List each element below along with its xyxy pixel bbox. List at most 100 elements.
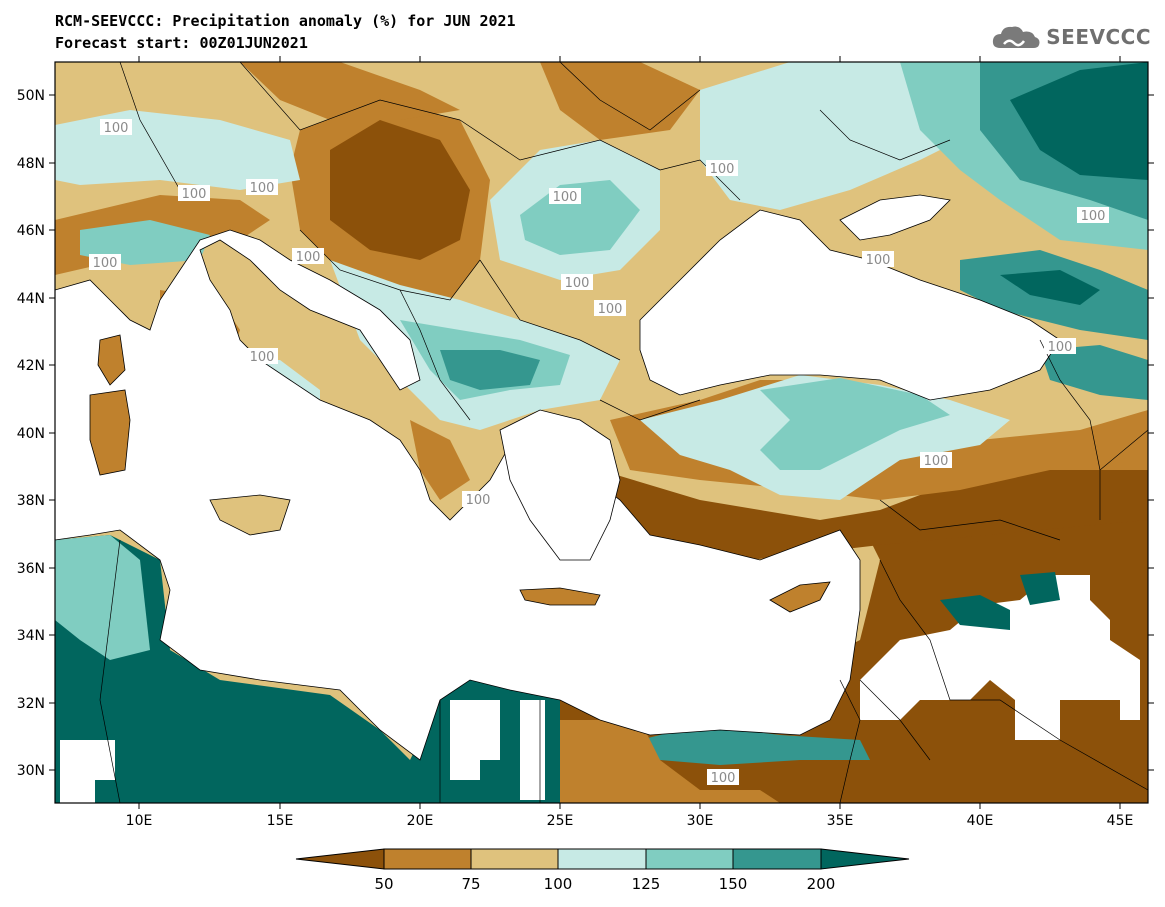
svg-text:100: 100 — [250, 181, 275, 196]
svg-text:34N: 34N — [17, 628, 45, 644]
svg-text:42N: 42N — [17, 358, 45, 374]
island-cyprus — [769, 581, 831, 613]
sea-aegean — [499, 409, 621, 561]
contour-label: 100 — [594, 300, 626, 317]
island-corsica — [97, 334, 126, 386]
anomaly-region-ukraine-wet — [700, 62, 980, 210]
svg-text:100: 100 — [250, 350, 275, 365]
svg-text:40E: 40E — [967, 813, 994, 829]
svg-text:100: 100 — [711, 771, 736, 786]
x-tick: 20E — [407, 56, 434, 829]
y-tick: 50N — [17, 88, 1154, 104]
seevccc-logo: SEEVCCC — [990, 22, 1151, 52]
svg-text:36N: 36N — [17, 561, 45, 577]
svg-text:30E: 30E — [687, 813, 714, 829]
colorbar: 50 75 100 125 150 200 — [295, 848, 910, 893]
contour-label: 100 — [920, 452, 952, 469]
map-area: 100 100 100 100 100 100 100 100 100 100 … — [55, 62, 1148, 803]
svg-text:100: 100 — [1081, 209, 1106, 224]
svg-text:35E: 35E — [827, 813, 854, 829]
colorbar-segment — [732, 848, 822, 870]
contour-label: 100 — [1044, 338, 1076, 355]
svg-text:100: 100 — [296, 250, 321, 265]
anomaly-region-tunisia-wet — [55, 535, 150, 660]
contour-label: 100 — [89, 254, 121, 271]
x-tick: 10E — [126, 56, 153, 829]
colorbar-label: 200 — [807, 875, 836, 893]
svg-text:30N: 30N — [17, 763, 45, 779]
colorbar-segment — [295, 848, 385, 870]
contour-label: 100 — [100, 119, 132, 136]
contour-label: 100 — [178, 185, 210, 202]
contour-labels: 100 100 100 100 100 100 100 100 100 100 … — [89, 119, 1109, 786]
anomaly-region-balkans-very-wet — [440, 350, 540, 390]
sea-black-sea — [639, 209, 1061, 401]
svg-text:100: 100 — [93, 256, 118, 271]
y-tick: 30N — [17, 763, 1154, 779]
anomaly-region-alps-wet — [80, 220, 210, 265]
svg-text:20E: 20E — [407, 813, 434, 829]
forecast-start: Forecast start: 00Z01JUN2021 — [55, 34, 308, 52]
logo-text: SEEVCCC — [1046, 25, 1151, 49]
y-tick: 48N — [17, 156, 1154, 172]
svg-text:100: 100 — [710, 162, 735, 177]
svg-text:100: 100 — [182, 187, 207, 202]
svg-text:100: 100 — [565, 276, 590, 291]
x-axis: 10E 15E 20E 25E 30E 35E 40E 45E — [126, 56, 1134, 829]
y-tick: 46N — [17, 223, 1154, 239]
svg-text:100: 100 — [466, 493, 491, 508]
y-tick: 38N — [17, 493, 1154, 509]
x-tick: 35E — [827, 56, 854, 829]
x-tick: 25E — [547, 56, 573, 829]
country-borders — [99, 62, 1148, 803]
y-tick: 36N — [17, 561, 1154, 577]
contour-label: 100 — [246, 348, 278, 365]
colorbar-label: 75 — [461, 875, 480, 893]
anomaly-region-libya-wet — [55, 535, 560, 803]
anomaly-region-caucasus-extreme-wet — [1000, 270, 1100, 305]
svg-text:100: 100 — [1048, 340, 1073, 355]
colorbar-segment — [383, 848, 472, 870]
contour-label: 100 — [246, 179, 278, 196]
sea-azov — [839, 194, 951, 241]
anomaly-region-poland-dry — [240, 62, 460, 120]
svg-text:100: 100 — [553, 190, 578, 205]
anomaly-region-hungary-very-dry — [330, 120, 470, 260]
contour-label: 100 — [549, 188, 581, 205]
svg-text:100: 100 — [924, 454, 949, 469]
x-tick: 45E — [1107, 56, 1134, 829]
svg-text:45E: 45E — [1107, 813, 1134, 829]
y-tick: 32N — [17, 696, 1154, 712]
svg-text:15E: 15E — [267, 813, 294, 829]
contour-label: 100 — [292, 248, 324, 265]
svg-text:100: 100 — [104, 121, 129, 136]
anomaly-region-russia-extreme-wet — [1010, 62, 1148, 180]
anomaly-region-turkey-south-dry — [600, 420, 1148, 560]
anomaly-region-egypt-dry — [560, 720, 780, 803]
colorbar-segment — [470, 848, 559, 870]
anomaly-region-syria-wet — [940, 572, 1060, 630]
contour-label: 100 — [1077, 207, 1109, 224]
no-data-libya — [60, 700, 545, 803]
y-axis: 50N 48N 46N 44N 42N 40N 38N 36N 34N 32N … — [17, 88, 1154, 779]
anomaly-region-georgia-wet — [1040, 345, 1148, 400]
island-crete — [519, 587, 601, 606]
anomaly-region-greece-dry — [410, 420, 470, 500]
svg-text:44N: 44N — [17, 291, 45, 307]
colorbar-label: 100 — [544, 875, 573, 893]
y-tick: 42N — [17, 358, 1154, 374]
y-tick: 34N — [17, 628, 1154, 644]
colorbar-label: 150 — [719, 875, 748, 893]
svg-text:100: 100 — [866, 253, 891, 268]
anomaly-region-anatolia-wet-core — [760, 378, 950, 470]
colorbar-segment — [820, 848, 910, 870]
svg-text:46N: 46N — [17, 223, 45, 239]
colorbar-label: 125 — [632, 875, 661, 893]
colorbar-label: 50 — [374, 875, 393, 893]
svg-text:10E: 10E — [126, 813, 153, 829]
svg-text:100: 100 — [598, 302, 623, 317]
contour-label: 100 — [462, 491, 494, 508]
y-tick: 44N — [17, 291, 1154, 307]
contour-label: 100 — [561, 274, 593, 291]
